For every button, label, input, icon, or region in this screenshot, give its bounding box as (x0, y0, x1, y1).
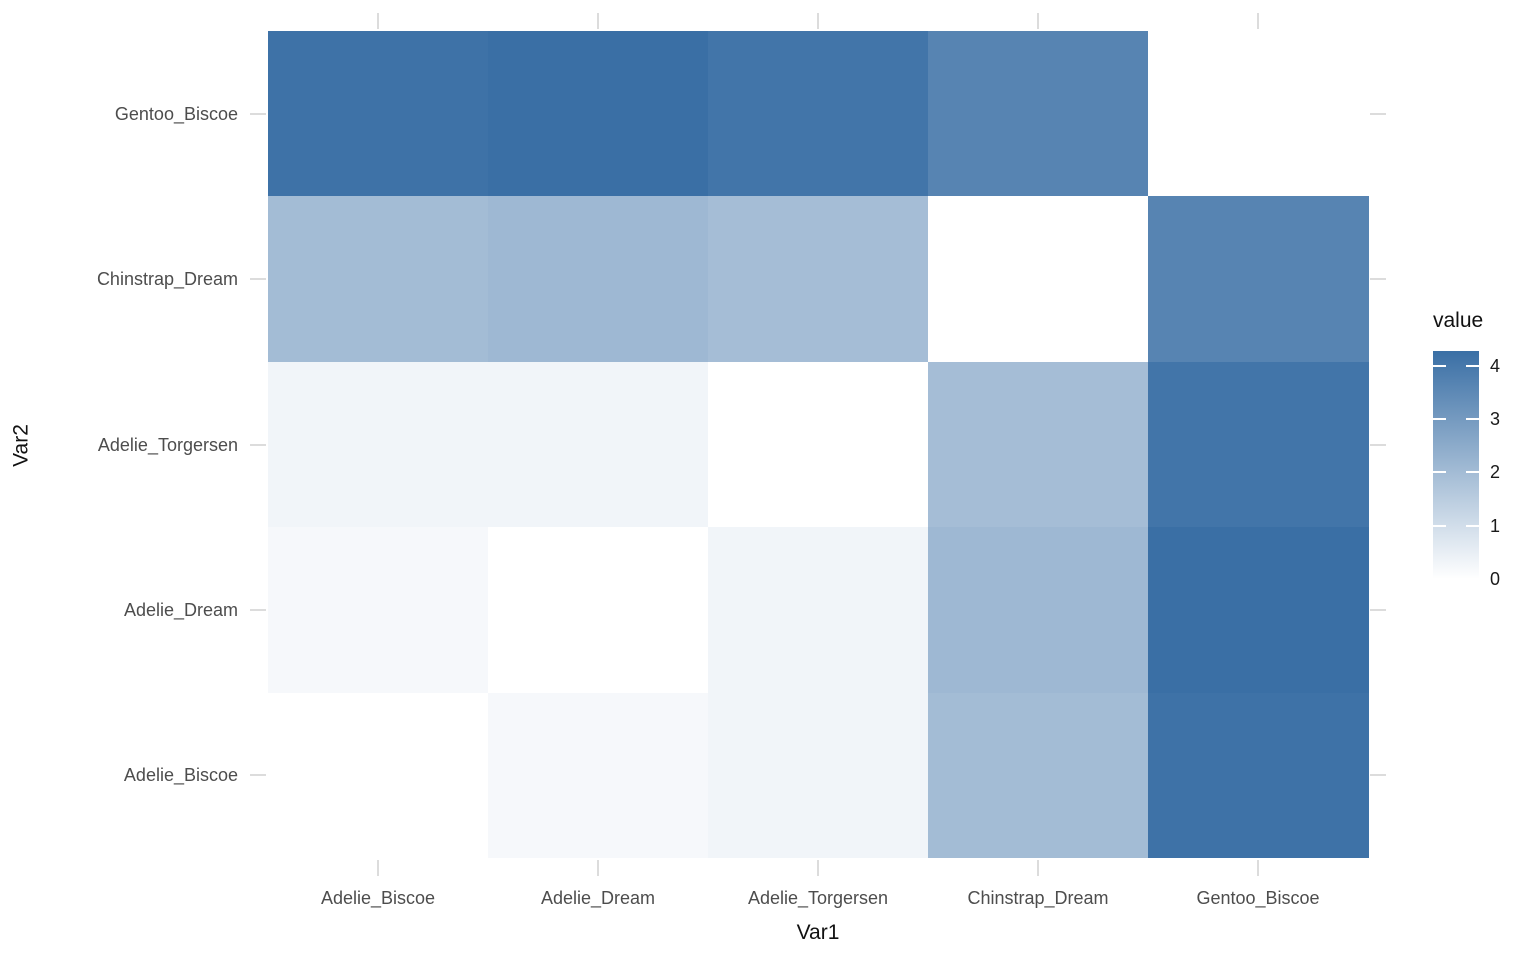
heatmap-cell (928, 361, 1149, 528)
heatmap-cell (268, 361, 489, 528)
heatmap-cell (928, 196, 1149, 363)
axis-tick (250, 608, 266, 611)
axis-tick (1370, 278, 1386, 281)
axis-tick (1370, 608, 1386, 611)
legend-tick (1466, 524, 1479, 527)
axis-tick (250, 278, 266, 281)
legend-tick (1466, 471, 1479, 474)
axis-tick (1370, 443, 1386, 446)
legend-tick-label: 2 (1490, 462, 1501, 483)
axis-tick (1037, 860, 1039, 876)
axis-tick (597, 860, 599, 876)
heatmap-cell (488, 31, 709, 197)
x-tick-label: Adelie_Dream (540, 888, 656, 908)
y-tick-label: Adelie_Dream (123, 599, 238, 620)
y-tick-label: Gentoo_Biscoe (114, 103, 238, 124)
legend-tick-label: 0 (1490, 569, 1501, 589)
axis-tick (250, 774, 266, 777)
legend-tick (1433, 364, 1446, 367)
x-tick-label: Chinstrap_Dream (967, 888, 1109, 908)
heatmap-panel (268, 31, 1369, 859)
heatmap-cell (708, 527, 929, 694)
heatmap-cell (1148, 361, 1369, 528)
heatmap-cell (268, 527, 489, 694)
legend-gradient-bar (1433, 351, 1479, 579)
legend-tick-label: 3 (1490, 409, 1501, 430)
axis-tick (250, 112, 266, 115)
legend-title: value (1433, 309, 1484, 332)
y-axis-title: Var2 (9, 424, 33, 467)
axis-tick (1257, 860, 1259, 876)
heatmap-cell (708, 31, 929, 197)
heatmap-cell (488, 196, 709, 363)
heatmap-cell (1148, 527, 1369, 694)
heatmap-cell (928, 31, 1149, 197)
axis-tick (1257, 13, 1259, 29)
legend-tick (1433, 524, 1446, 527)
heatmap-cell (268, 196, 489, 363)
legend-tick (1466, 364, 1479, 367)
heatmap-cell (708, 196, 929, 363)
heatmap-cell (1148, 196, 1369, 363)
legend-tick (1433, 418, 1446, 421)
heatmap-cell (708, 361, 929, 528)
axis-tick (597, 13, 599, 29)
axis-tick (377, 860, 379, 876)
legend-tick-label: 4 (1490, 355, 1501, 376)
heatmap-cell (1148, 31, 1369, 197)
x-tick-label: Adelie_Torgersen (747, 888, 889, 908)
legend-tick (1433, 471, 1446, 474)
axis-tick (250, 443, 266, 446)
axis-tick (1370, 112, 1386, 115)
axis-tick (1370, 774, 1386, 777)
x-axis-title: Var1 (796, 921, 840, 944)
heatmap-cell (708, 692, 929, 859)
y-tick-label: Chinstrap_Dream (96, 269, 238, 290)
heatmap-cell (928, 692, 1149, 859)
heatmap-cell (488, 527, 709, 694)
heatmap-cell (488, 361, 709, 528)
heatmap-cell (268, 31, 489, 197)
x-tick-label: Adelie_Biscoe (320, 888, 436, 908)
heatmap-cell (928, 527, 1149, 694)
heatmap-cell (488, 692, 709, 859)
heatmap-cell (268, 692, 489, 859)
axis-tick (1037, 13, 1039, 29)
heatmap-cell (1148, 692, 1369, 859)
legend-tick-label: 1 (1490, 515, 1501, 536)
x-tick-label: Gentoo_Biscoe (1196, 888, 1320, 908)
axis-tick (817, 13, 819, 29)
axis-tick (377, 13, 379, 29)
y-tick-label: Adelie_Torgersen (97, 434, 238, 455)
y-tick-label: Adelie_Biscoe (123, 765, 238, 786)
legend-tick (1466, 418, 1479, 421)
axis-tick (817, 860, 819, 876)
